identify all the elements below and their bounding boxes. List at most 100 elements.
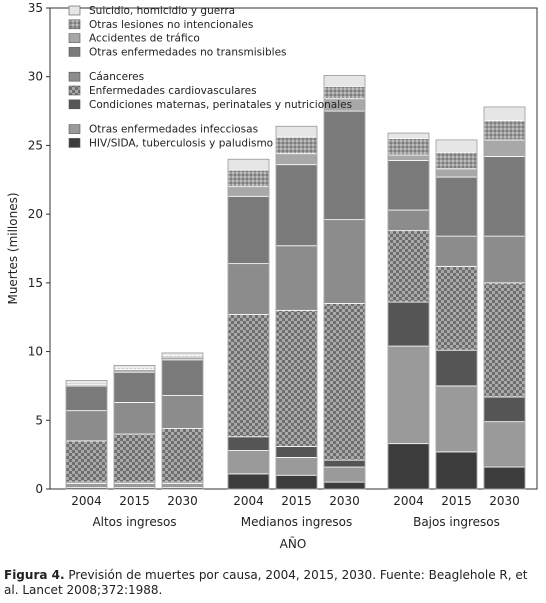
- bar-segment: [227, 314, 270, 438]
- bar-segment: [483, 106, 526, 122]
- group-label: Altos ingresos: [92, 515, 176, 529]
- legend-label: Cáanceres: [89, 71, 144, 83]
- x-axis-label: AÑO: [280, 536, 307, 551]
- x-tick-label: 2030: [167, 494, 198, 508]
- bar-segment: [161, 359, 204, 396]
- legend-label: Condiciones maternas, perinatales y nutr…: [89, 99, 352, 111]
- bar-segment: [161, 483, 204, 489]
- bar-segment: [323, 459, 366, 468]
- bar-outline: [483, 106, 526, 490]
- bar-segment: [387, 209, 430, 232]
- legend-label: HIV/SIDA, tuberculosis y paludismo: [89, 137, 273, 149]
- y-tick-label: 0: [35, 482, 43, 496]
- y-tick-label: 25: [28, 138, 43, 152]
- bar-segment: [65, 385, 108, 412]
- bar-segment: [113, 364, 156, 369]
- legend-swatch: [68, 99, 81, 110]
- bar-segment: [435, 235, 478, 267]
- y-axis-label: Muertes (millones): [6, 192, 20, 304]
- bar-outline: [113, 365, 156, 490]
- bar-segment: [161, 352, 204, 357]
- axes: 0 5 10 15 20 25 30 35 Muertes (millones) 2004 2015…: [6, 1, 520, 551]
- bar-segment: [323, 85, 366, 100]
- bar-segment: [227, 186, 270, 197]
- bar-segment: [227, 450, 270, 475]
- x-tick-label: 2015: [119, 494, 150, 508]
- bar-segment: [113, 483, 156, 489]
- bar-segment: [275, 125, 318, 138]
- bar-segment: [483, 466, 526, 490]
- bar-segment: [65, 483, 108, 489]
- legend-swatch: [68, 85, 81, 96]
- bar-segment: [435, 349, 478, 387]
- bar-segment: [65, 440, 108, 483]
- bar-segment: [483, 421, 526, 468]
- legend-label: Accidentes de tráfico: [89, 33, 200, 45]
- bar-segment: [65, 380, 108, 384]
- bar-segment: [435, 385, 478, 453]
- bar-segment: [161, 356, 204, 361]
- bar-segment: [387, 345, 430, 445]
- bar-outline: [65, 380, 108, 490]
- bar-segment: [113, 369, 156, 373]
- bar-segment: [323, 303, 366, 461]
- y-tick-label: 30: [28, 70, 43, 84]
- bar-segment: [275, 136, 318, 155]
- bar-outline: [435, 139, 478, 490]
- bar-segment: [227, 169, 270, 188]
- bar-segment: [275, 245, 318, 311]
- bar-outline: [227, 158, 270, 490]
- bar-segment: [161, 395, 204, 429]
- bar-segment: [161, 428, 204, 483]
- group-label: Bajos ingresos: [413, 515, 500, 529]
- legend-label: Otras enfermedades infecciosas: [89, 124, 258, 136]
- x-tick-label: 2004: [71, 494, 102, 508]
- bar-segment: [275, 309, 318, 447]
- legend-swatch: [68, 19, 81, 30]
- bar-segment: [387, 443, 430, 490]
- chart-svg: 0 5 10 15 20 25 30 35 Muertes (millones) 2004 2015…: [6, 1, 538, 551]
- legend-swatch: [68, 124, 81, 134]
- bar-segment: [435, 139, 478, 153]
- legend-label: Enfermedades cardiovasculares: [89, 85, 257, 97]
- bar-segment: [275, 164, 318, 247]
- x-tick-label: 2004: [233, 494, 264, 508]
- bar-segment: [387, 230, 430, 303]
- x-tick-label: 2004: [393, 494, 424, 508]
- bar-segment: [275, 445, 318, 458]
- y-tick-label: 10: [28, 345, 43, 359]
- figure-caption: Figura 4. Previsión de muertes por causa…: [4, 568, 544, 598]
- y-tick-label: 15: [28, 276, 43, 290]
- bar-segment: [435, 265, 478, 351]
- bar-segment: [483, 282, 526, 398]
- legend-label: Otras enfermedades no transmisibles: [89, 46, 287, 58]
- bar-segment: [483, 235, 526, 284]
- bar-segment: [113, 371, 156, 403]
- bar-segment: [113, 433, 156, 483]
- bar-segment: [65, 410, 108, 442]
- bar-segment: [323, 466, 366, 483]
- bar-segment: [483, 139, 526, 157]
- bar-segment: [387, 154, 430, 161]
- bar-segment: [275, 456, 318, 476]
- bar-segment: [435, 176, 478, 237]
- bar-segment: [275, 153, 318, 166]
- legend-swatch: [68, 47, 81, 57]
- caption-label: Figura 4.: [4, 568, 65, 582]
- y-tick-label: 5: [35, 413, 43, 427]
- legend-label: Otras lesiones no intencionales: [89, 19, 253, 31]
- y-tick-label: 20: [28, 207, 43, 221]
- x-tick-label: 2015: [281, 494, 312, 508]
- bar-segment: [323, 74, 366, 87]
- bar-segment: [323, 481, 366, 490]
- caption-text: Previsión de muertes por causa, 2004, 20…: [4, 568, 528, 597]
- y-tick-label: 35: [28, 1, 43, 15]
- bar-segment: [227, 158, 270, 171]
- bar-segment: [387, 301, 430, 347]
- legend-swatch: [68, 138, 81, 148]
- bar-segment: [227, 473, 270, 490]
- legend-swatch: [68, 5, 81, 16]
- bar-segment: [387, 132, 430, 139]
- bar-outline: [323, 75, 366, 490]
